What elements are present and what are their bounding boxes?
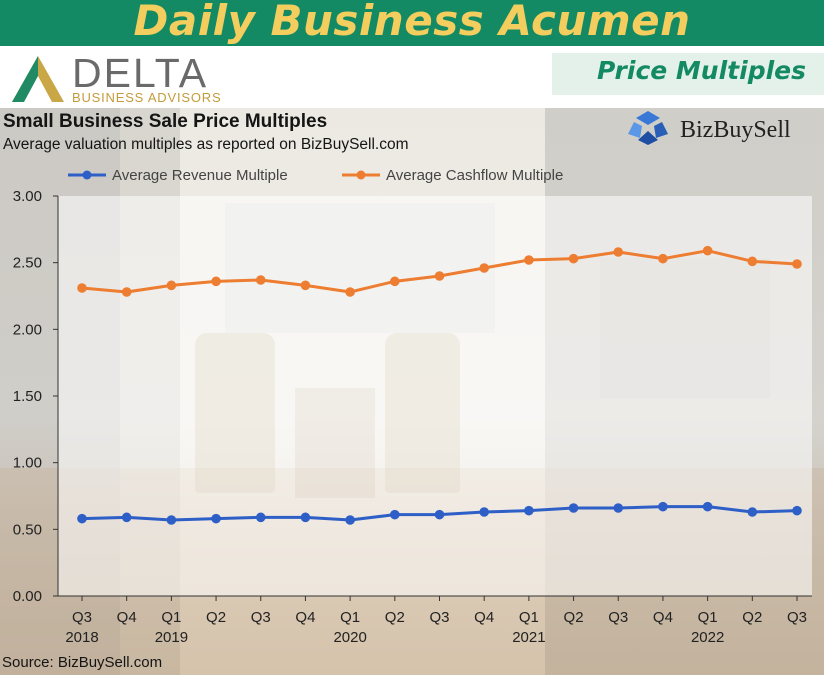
- y-tick-label: 1.50: [13, 388, 42, 405]
- data-point: [255, 512, 266, 523]
- data-point: [658, 501, 668, 512]
- x-tick-label-quarter: Q4: [653, 609, 673, 626]
- data-point: [211, 513, 221, 524]
- x-tick-label-quarter: Q1: [340, 609, 360, 626]
- data-point: [747, 256, 758, 267]
- section-label: Price Multiples: [597, 56, 806, 85]
- data-point: [166, 280, 177, 291]
- y-tick-label: 2.50: [13, 255, 42, 272]
- data-point: [121, 512, 132, 523]
- legend-label: Average Cashflow Multiple: [386, 167, 563, 184]
- bizbuysell-logo-mark: [628, 111, 668, 145]
- data-point: [658, 253, 668, 264]
- y-tick-label: 3.00: [13, 188, 42, 205]
- data-point: [613, 503, 624, 513]
- delta-logo-subtitle: BUSINESS ADVISORS: [72, 90, 222, 105]
- section-tab: Price Multiples: [552, 53, 824, 95]
- data-point: [345, 515, 355, 525]
- delta-logo-word: DELTA: [72, 50, 209, 96]
- header-banner: Daily Business Acumen: [0, 0, 824, 46]
- y-tick-label: 2.00: [13, 321, 42, 338]
- data-point: [702, 245, 713, 256]
- data-point: [255, 275, 266, 285]
- chart-title: Small Business Sale Price Multiples: [3, 111, 328, 132]
- legend-swatch-marker: [82, 170, 92, 180]
- data-point: [300, 280, 311, 291]
- x-tick-label-quarter: Q2: [564, 609, 584, 626]
- x-tick-label-year: 2021: [512, 629, 545, 646]
- legend-swatch-marker: [356, 170, 366, 180]
- data-point: [121, 287, 132, 297]
- x-tick-label-quarter: Q3: [787, 609, 807, 626]
- data-point: [390, 276, 400, 287]
- data-point: [524, 505, 534, 516]
- data-point: [524, 255, 534, 265]
- x-tick-label-quarter: Q3: [251, 609, 271, 626]
- x-tick-label-quarter: Q2: [742, 609, 762, 626]
- data-point: [77, 283, 87, 293]
- y-tick-label: 0.50: [13, 521, 42, 538]
- x-tick-label-quarter: Q1: [698, 609, 718, 626]
- bizbuysell-logo-word: BizBuySell: [680, 117, 791, 143]
- x-tick-label-quarter: Q3: [608, 609, 628, 626]
- data-point: [702, 501, 713, 512]
- data-point: [345, 287, 355, 297]
- chart-subtitle: Average valuation multiples as reported …: [3, 136, 409, 153]
- x-tick-label-year: 2019: [155, 629, 188, 646]
- data-point: [747, 507, 758, 517]
- x-tick-label-year: 2020: [333, 629, 366, 646]
- x-tick-label-year: 2018: [65, 629, 98, 646]
- data-point: [479, 263, 489, 273]
- x-tick-label-year: 2022: [691, 629, 724, 646]
- legend-label: Average Revenue Multiple: [112, 167, 288, 184]
- data-point: [77, 513, 87, 524]
- delta-logo-mark: [12, 56, 64, 102]
- x-tick-label-quarter: Q1: [519, 609, 539, 626]
- x-tick-label-quarter: Q4: [474, 609, 494, 626]
- x-tick-label-quarter: Q2: [206, 609, 226, 626]
- data-point: [792, 259, 802, 269]
- x-tick-label-quarter: Q3: [429, 609, 449, 626]
- data-point: [434, 271, 445, 281]
- x-tick-label-quarter: Q3: [72, 609, 92, 626]
- data-point: [211, 276, 221, 287]
- data-point: [613, 247, 624, 257]
- data-point: [166, 515, 177, 525]
- x-tick-label-quarter: Q4: [117, 609, 137, 626]
- y-tick-label: 1.00: [13, 455, 42, 472]
- x-tick-label-quarter: Q1: [161, 609, 181, 626]
- data-point: [792, 505, 802, 516]
- x-tick-label-quarter: Q4: [295, 609, 315, 626]
- data-point: [479, 507, 489, 517]
- data-point: [300, 512, 311, 523]
- data-point: [568, 253, 579, 264]
- delta-logo: DELTA BUSINESS ADVISORS: [8, 50, 238, 108]
- data-point: [434, 509, 445, 520]
- source-note: Source: BizBuySell.com: [2, 654, 163, 671]
- x-tick-label-quarter: Q2: [385, 609, 405, 626]
- y-tick-label: 0.00: [13, 588, 42, 605]
- data-point: [390, 509, 400, 520]
- plot-area: [58, 196, 812, 596]
- banner-title: Daily Business Acumen: [133, 0, 691, 45]
- data-point: [568, 503, 579, 513]
